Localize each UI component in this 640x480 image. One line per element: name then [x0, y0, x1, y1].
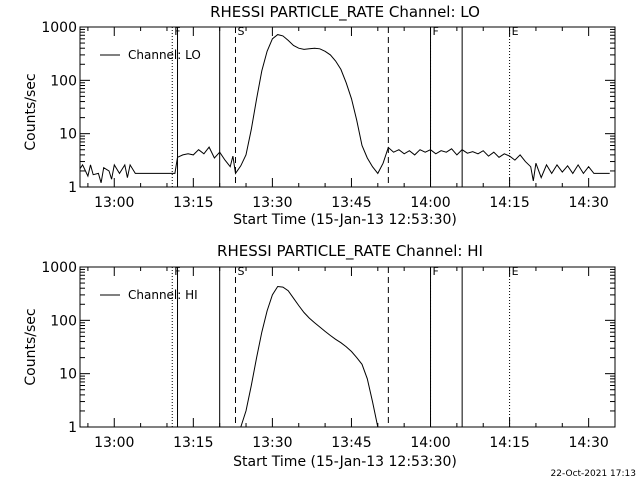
chart-title: RHESSI PARTICLE_RATE Channel: LO — [210, 3, 480, 22]
y-tick-label: 1 — [68, 180, 77, 196]
x-tick-label: 13:30 — [252, 195, 292, 211]
marker-label: F — [433, 25, 439, 38]
y-axis-label: Counts/sec — [23, 73, 39, 150]
x-tick-label: 14:00 — [410, 435, 450, 451]
plot-frame — [79, 266, 616, 428]
x-tick-label: 13:45 — [331, 435, 371, 451]
x-tick-label: 13:45 — [331, 195, 371, 211]
y-tick-label: 1 — [68, 420, 77, 436]
x-tick-label: 14:15 — [489, 435, 529, 451]
x-axis-label: Start Time (15-Jan-13 12:53:30) — [233, 454, 457, 470]
x-tick-label: 13:30 — [252, 435, 292, 451]
y-tick-label: 100 — [50, 73, 77, 89]
y-axis-label: Counts/sec — [23, 308, 39, 385]
series-line — [240, 285, 379, 428]
marker-label: S — [237, 25, 244, 38]
x-tick-label: 13:15 — [173, 195, 213, 211]
legend-entry: Channel: LO — [128, 48, 201, 62]
footer-date: 22-Oct-2021 17:13 — [551, 469, 636, 479]
x-axis-label: Start Time (15-Jan-13 12:53:30) — [233, 212, 457, 228]
x-tick-label: 14:30 — [568, 195, 608, 211]
y-tick-label: 10 — [59, 127, 77, 143]
marker-label: S — [237, 265, 244, 278]
panel-hi: RHESSI PARTICLE_RATE Channel: HI Counts/… — [23, 242, 616, 470]
x-tick-label: 14:00 — [410, 195, 450, 211]
x-tick-label: 13:15 — [173, 435, 213, 451]
y-tick-label: 10 — [59, 367, 77, 383]
panel-lo: RHESSI PARTICLE_RATE Channel: LO Counts/… — [23, 3, 616, 228]
y-tick-label: 100 — [50, 313, 77, 329]
legend-entry: Channel: HI — [128, 288, 198, 302]
x-tick-label: 14:15 — [489, 195, 529, 211]
y-tick-label: 1000 — [41, 260, 77, 276]
x-tick-label: 14:30 — [568, 435, 608, 451]
marker-label: E — [512, 25, 519, 38]
x-tick-label: 13:00 — [94, 195, 134, 211]
chart-title: RHESSI PARTICLE_RATE Channel: HI — [217, 242, 483, 261]
x-tick-label: 13:00 — [94, 435, 134, 451]
series-line — [79, 34, 610, 183]
plot-frame — [79, 26, 616, 188]
marker-label: F — [433, 265, 439, 278]
marker-label: E — [512, 265, 519, 278]
y-tick-label: 1000 — [41, 20, 77, 36]
